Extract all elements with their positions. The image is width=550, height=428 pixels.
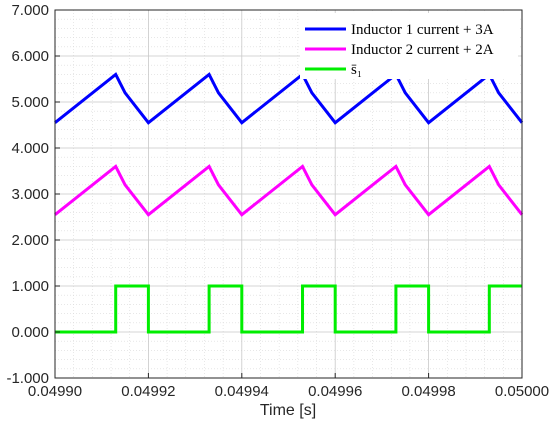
y-tick-label: 6.000 [11, 48, 49, 65]
series-line-2 [54, 164, 524, 217]
x-axis-title: Time [s] [260, 402, 316, 419]
x-tick-label: 0.04992 [121, 383, 175, 400]
y-tick-label: 3.000 [11, 186, 49, 203]
legend-label-2: Inductor 2 current + 2A [351, 42, 494, 58]
y-tick-label: 0.000 [11, 324, 49, 341]
legend: Inductor 1 current + 3A Inductor 2 curren… [300, 13, 518, 79]
legend-label-3: s̄₁ [351, 62, 362, 78]
legend-items: Inductor 1 current + 3A Inductor 2 curren… [305, 22, 494, 78]
series-line-3 [55, 284, 522, 334]
x-axis-ticks: 0.04990 0.04992 0.04994 0.04996 0.04998 0.050… [28, 373, 549, 400]
x-tick-label: 0.04996 [308, 383, 362, 400]
x-tick-label: 0.05000 [495, 383, 549, 400]
series-line-1 [54, 72, 524, 125]
y-axis-ticks: -1.000 0.000 1.000 2.000 3.000 4.000 5.000 6.00… [6, 2, 60, 387]
x-tick-label: 0.04994 [215, 383, 269, 400]
y-tick-label: -1.000 [6, 370, 49, 387]
y-tick-label: 1.000 [11, 278, 49, 295]
y-tick-label: 7.000 [11, 2, 49, 19]
y-tick-label: 4.000 [11, 140, 49, 157]
series-layer [54, 72, 524, 334]
x-tick-label: 0.04998 [401, 383, 455, 400]
y-tick-label: 2.000 [11, 232, 49, 249]
x-tick-label: 0.04990 [28, 383, 82, 400]
legend-label-1: Inductor 1 current + 3A [351, 22, 494, 38]
y-tick-label: 5.000 [11, 94, 49, 111]
